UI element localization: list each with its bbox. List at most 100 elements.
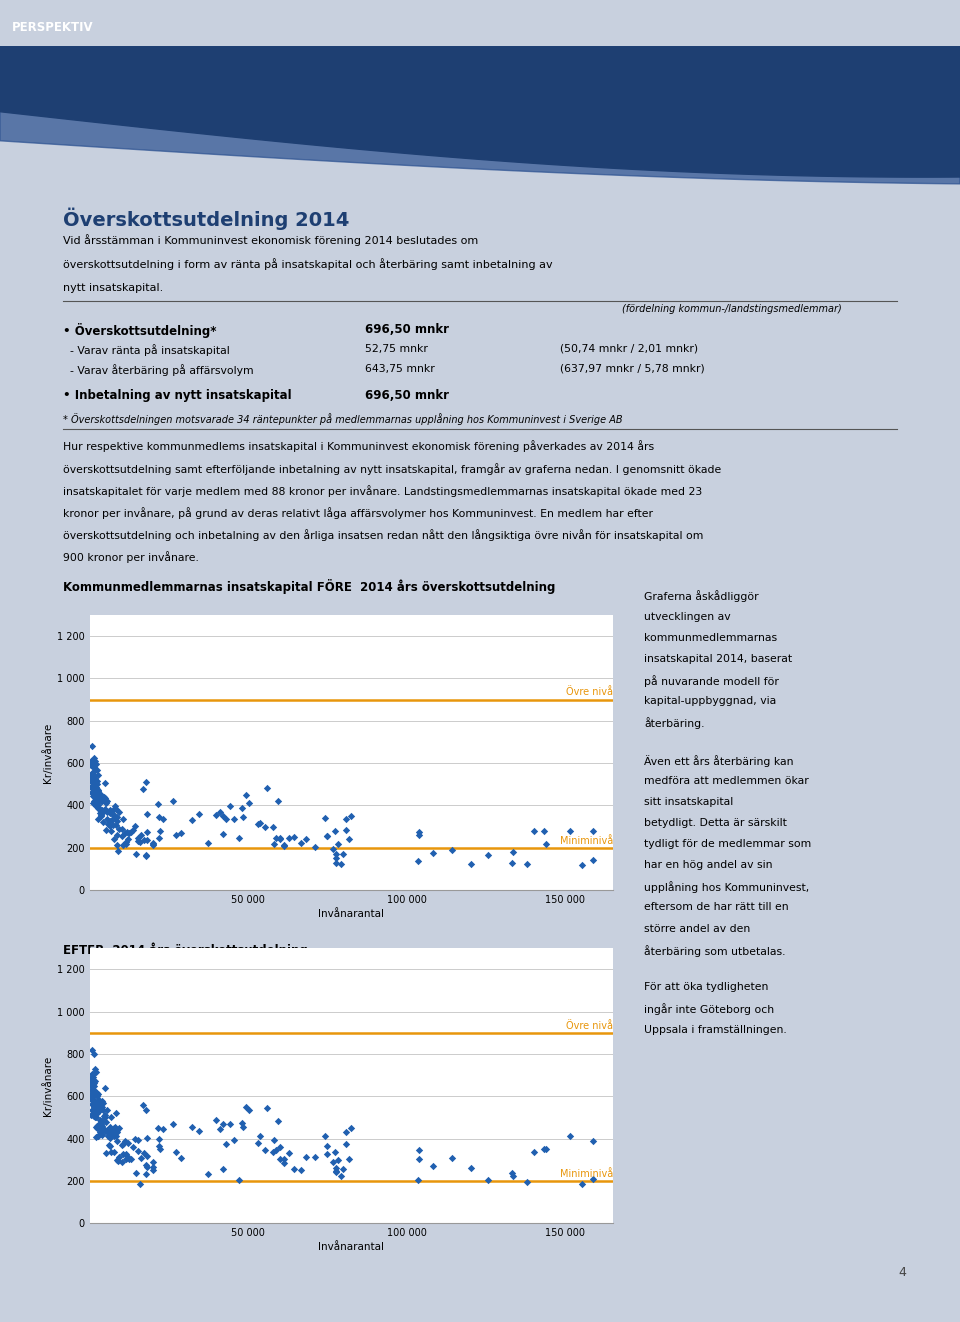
Point bbox=[574, 854, 589, 875]
Point bbox=[328, 1162, 344, 1183]
Point bbox=[504, 853, 519, 874]
Point bbox=[152, 820, 167, 841]
Point bbox=[101, 801, 116, 822]
Point bbox=[129, 1162, 144, 1183]
Point bbox=[95, 801, 110, 822]
Point bbox=[239, 1096, 254, 1117]
Point bbox=[84, 1068, 99, 1089]
Point bbox=[168, 825, 183, 846]
Point bbox=[151, 1118, 166, 1140]
Point bbox=[265, 816, 280, 837]
Point bbox=[140, 1128, 156, 1149]
Point bbox=[85, 1063, 101, 1084]
Point bbox=[273, 1137, 288, 1158]
Point bbox=[85, 1083, 101, 1104]
Point bbox=[109, 1130, 125, 1151]
Point bbox=[298, 829, 313, 850]
Point bbox=[215, 1113, 230, 1134]
Point bbox=[235, 1117, 251, 1138]
Point bbox=[115, 809, 131, 830]
Point bbox=[328, 843, 344, 865]
Point bbox=[84, 1073, 99, 1095]
Text: kronor per invånare, på grund av deras relativt låga affärsvolymer hos Kommuninv: kronor per invånare, på grund av deras r… bbox=[63, 508, 653, 520]
Point bbox=[235, 798, 251, 820]
Point bbox=[88, 776, 104, 797]
Text: utvecklingen av: utvecklingen av bbox=[644, 612, 731, 621]
Point bbox=[90, 1125, 106, 1146]
Point bbox=[84, 1073, 99, 1095]
Point bbox=[85, 1072, 101, 1093]
Point bbox=[106, 814, 121, 836]
Point bbox=[276, 1153, 291, 1174]
Point bbox=[84, 776, 99, 797]
Point bbox=[84, 1093, 100, 1114]
Point bbox=[84, 1100, 100, 1121]
Point bbox=[156, 809, 171, 830]
Point bbox=[173, 1147, 188, 1169]
Point bbox=[84, 767, 99, 788]
Point bbox=[89, 787, 105, 808]
Point bbox=[231, 1169, 247, 1190]
Point bbox=[86, 1104, 102, 1125]
Point bbox=[87, 1059, 103, 1080]
Point bbox=[563, 1126, 578, 1147]
Point bbox=[99, 809, 114, 830]
Point bbox=[95, 788, 110, 809]
Point bbox=[226, 809, 241, 830]
Point bbox=[84, 785, 100, 806]
Point bbox=[121, 1133, 136, 1154]
Text: insatskapital 2014, baserat: insatskapital 2014, baserat bbox=[644, 653, 792, 664]
Point bbox=[100, 813, 115, 834]
Point bbox=[92, 1121, 108, 1142]
Point bbox=[328, 847, 344, 869]
Point bbox=[89, 1103, 105, 1124]
Point bbox=[586, 849, 601, 870]
Point bbox=[89, 773, 105, 795]
Point bbox=[98, 798, 113, 820]
Point bbox=[94, 798, 109, 820]
Point bbox=[108, 1116, 123, 1137]
Point bbox=[208, 1109, 224, 1130]
Point bbox=[94, 1116, 109, 1137]
Point bbox=[98, 1105, 113, 1126]
Point bbox=[86, 1097, 102, 1118]
Point bbox=[87, 1107, 103, 1128]
Point bbox=[87, 775, 103, 796]
Point bbox=[119, 833, 134, 854]
Text: Miniminivå: Miniminivå bbox=[560, 1169, 613, 1179]
Point bbox=[223, 1113, 238, 1134]
Point bbox=[339, 1121, 354, 1142]
Point bbox=[115, 1133, 131, 1154]
Point bbox=[121, 822, 136, 843]
Point bbox=[411, 824, 426, 845]
Point bbox=[317, 1126, 332, 1147]
Point bbox=[84, 777, 100, 798]
Point bbox=[88, 793, 104, 814]
Point bbox=[108, 814, 124, 836]
Point bbox=[138, 1100, 154, 1121]
Point bbox=[96, 812, 111, 833]
Point bbox=[95, 1110, 110, 1132]
Point bbox=[125, 1137, 140, 1158]
Point bbox=[114, 818, 130, 839]
Point bbox=[102, 1128, 117, 1149]
Point bbox=[97, 1107, 112, 1128]
Point bbox=[95, 1100, 110, 1121]
Point bbox=[89, 781, 105, 802]
Point bbox=[107, 829, 122, 850]
Point bbox=[271, 791, 286, 812]
Point bbox=[106, 1124, 121, 1145]
Text: Överskottsutdelning 2014: Överskottsutdelning 2014 bbox=[63, 208, 349, 230]
Point bbox=[138, 772, 154, 793]
Point bbox=[95, 1125, 110, 1146]
Point bbox=[342, 1149, 357, 1170]
Point bbox=[273, 828, 288, 849]
Point bbox=[88, 1107, 104, 1128]
Point bbox=[98, 1142, 113, 1163]
Point bbox=[84, 771, 99, 792]
Point bbox=[166, 791, 181, 812]
Point bbox=[115, 834, 131, 855]
Point bbox=[132, 832, 148, 853]
Point bbox=[88, 788, 104, 809]
Point bbox=[563, 821, 578, 842]
